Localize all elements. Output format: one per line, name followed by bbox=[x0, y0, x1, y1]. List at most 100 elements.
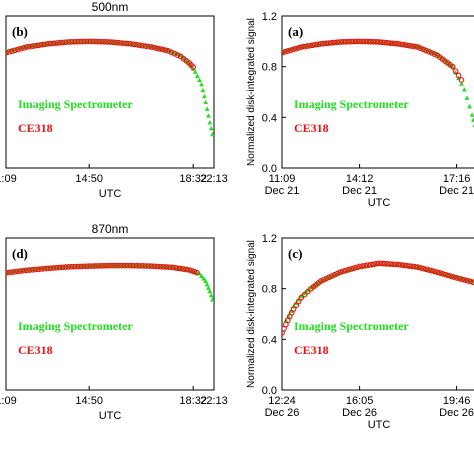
point-ce318 bbox=[293, 45, 299, 52]
point-imaging-spectrometer bbox=[207, 288, 213, 294]
point-ce318 bbox=[298, 294, 305, 301]
point-ce318 bbox=[86, 263, 93, 269]
point-imaging-spectrometer bbox=[199, 273, 204, 278]
point-ce318 bbox=[74, 38, 81, 45]
point-ce318 bbox=[298, 44, 305, 50]
point-ce318 bbox=[119, 40, 125, 46]
point-imaging-spectrometer bbox=[194, 73, 200, 78]
point-ce318 bbox=[295, 44, 302, 51]
point-ce318 bbox=[177, 265, 184, 272]
point-ce318 bbox=[6, 49, 12, 55]
panel-label: (b) bbox=[12, 24, 28, 39]
point-ce318 bbox=[340, 268, 346, 275]
point-ce318 bbox=[74, 263, 81, 270]
point-ce318 bbox=[47, 265, 54, 272]
point-ce318 bbox=[449, 63, 456, 70]
point-ce318 bbox=[290, 46, 296, 53]
point-imaging-spectrometer bbox=[447, 62, 453, 67]
point-ce318 bbox=[323, 275, 330, 282]
point-ce318 bbox=[130, 41, 137, 48]
point-imaging-spectrometer bbox=[206, 113, 211, 118]
x-tick-date: Dec 26 bbox=[439, 407, 474, 419]
point-ce318 bbox=[12, 47, 18, 54]
point-ce318 bbox=[445, 272, 452, 279]
point-ce318 bbox=[373, 260, 380, 267]
point-imaging-spectrometer bbox=[207, 120, 213, 125]
point-imaging-spectrometer bbox=[201, 276, 206, 281]
point-imaging-spectrometer bbox=[197, 77, 202, 83]
point-ce318 bbox=[348, 266, 355, 272]
point-ce318 bbox=[26, 267, 33, 273]
point-ce318 bbox=[107, 262, 113, 269]
point-ce318 bbox=[323, 40, 330, 47]
series-group bbox=[6, 38, 214, 137]
point-ce318 bbox=[71, 263, 78, 270]
plot-frame bbox=[5, 15, 215, 169]
point-ce318 bbox=[420, 46, 427, 53]
point-ce318 bbox=[290, 306, 297, 312]
point-ce318 bbox=[110, 262, 116, 269]
point-ce318 bbox=[464, 277, 471, 284]
point-ce318 bbox=[18, 268, 24, 274]
x-tick-date: Dec 21 bbox=[342, 185, 377, 197]
point-ce318 bbox=[365, 38, 371, 45]
point-ce318 bbox=[56, 39, 63, 46]
point-ce318 bbox=[23, 267, 30, 274]
point-ce318 bbox=[359, 38, 366, 45]
point-imaging-spectrometer bbox=[203, 278, 209, 284]
point-ce318 bbox=[331, 39, 338, 46]
point-ce318 bbox=[35, 266, 42, 273]
point-ce318 bbox=[35, 42, 42, 49]
point-ce318 bbox=[47, 40, 54, 47]
point-imaging-spectrometer bbox=[461, 87, 467, 92]
point-ce318 bbox=[398, 262, 405, 268]
point-ce318 bbox=[305, 288, 311, 295]
point-ce318 bbox=[92, 263, 98, 269]
point-ce318 bbox=[136, 262, 143, 269]
point-ce318 bbox=[431, 268, 438, 275]
panel-1: (a) 0.0 0.4 0.8 1.2 Normalized disk-integrate… bbox=[246, 11, 474, 209]
point-ce318 bbox=[426, 267, 432, 273]
point-ce318 bbox=[65, 39, 72, 45]
legend-imaging-spectrometer: Imaging Spectrometer bbox=[294, 319, 409, 333]
point-imaging-spectrometer bbox=[459, 81, 464, 86]
point-ce318 bbox=[455, 72, 462, 79]
point-ce318 bbox=[159, 46, 166, 53]
x-tick-label: 18:32 bbox=[179, 173, 207, 185]
point-ce318 bbox=[423, 266, 429, 273]
point-imaging-spectrometer bbox=[299, 293, 304, 299]
point-ce318 bbox=[110, 39, 116, 46]
panel-label: (a) bbox=[288, 24, 303, 39]
point-ce318 bbox=[104, 39, 110, 45]
point-ce318 bbox=[409, 43, 416, 49]
point-ce318 bbox=[116, 39, 122, 46]
y-axis-label: Normalized disk-integrated signal bbox=[246, 240, 257, 388]
series-group bbox=[282, 260, 474, 336]
point-ce318 bbox=[190, 64, 197, 70]
point-ce318 bbox=[317, 278, 324, 284]
point-ce318 bbox=[320, 40, 327, 47]
point-ce318 bbox=[29, 43, 36, 49]
panel-label: (d) bbox=[12, 246, 28, 261]
point-ce318 bbox=[412, 43, 418, 50]
series-group bbox=[6, 262, 214, 302]
point-ce318 bbox=[312, 41, 319, 48]
point-ce318 bbox=[86, 38, 93, 45]
point-ce318 bbox=[172, 264, 179, 271]
point-imaging-spectrometer bbox=[192, 69, 198, 74]
point-ce318 bbox=[122, 262, 128, 269]
point-ce318 bbox=[381, 39, 388, 46]
point-ce318 bbox=[370, 261, 377, 268]
point-ce318 bbox=[390, 261, 396, 268]
point-ce318 bbox=[395, 41, 402, 47]
point-ce318 bbox=[301, 291, 308, 298]
point-ce318 bbox=[145, 263, 152, 269]
point-ce318 bbox=[392, 261, 399, 268]
point-ce318 bbox=[9, 48, 15, 54]
point-ce318 bbox=[154, 45, 160, 52]
point-ce318 bbox=[348, 38, 355, 45]
point-imaging-spectrometer bbox=[204, 106, 210, 111]
x-tick-date: Dec 21 bbox=[265, 185, 300, 197]
point-ce318 bbox=[392, 40, 399, 47]
